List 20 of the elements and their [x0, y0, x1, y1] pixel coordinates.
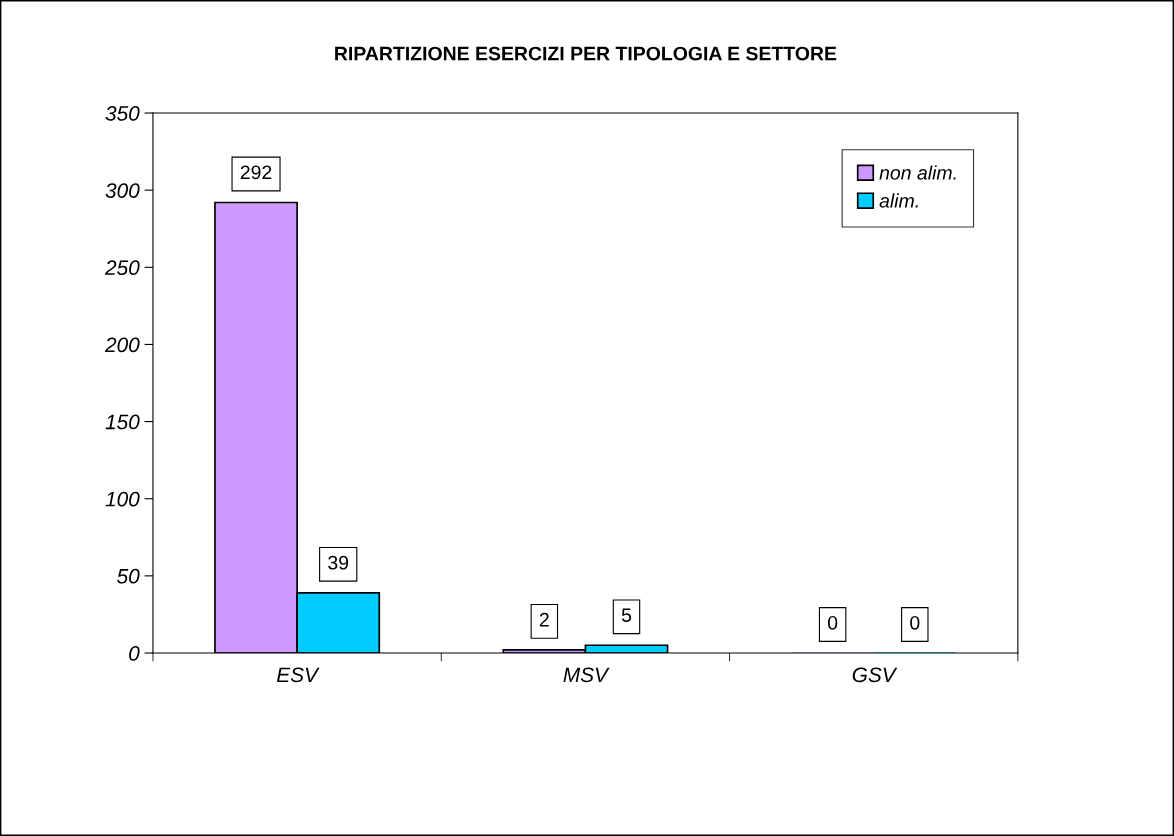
x-tick-label: MSV [563, 667, 610, 683]
data-label: 0 [827, 615, 838, 630]
y-tick-label: 300 [105, 183, 140, 198]
data-label: 0 [910, 615, 920, 630]
y-tick-label: 200 [104, 337, 140, 353]
y-tick-label: 100 [105, 491, 140, 507]
data-label: 2 [539, 612, 549, 627]
y-tick-label: 150 [105, 414, 140, 430]
data-label: 292 [240, 165, 272, 180]
y-tick-label: 0 [129, 646, 140, 661]
y-tick-label: 350 [105, 106, 140, 121]
data-label: 39 [328, 555, 349, 570]
legend-label: alim. [879, 193, 918, 208]
legend-label: non alim. [879, 165, 956, 180]
y-tick-label: 50 [117, 568, 140, 584]
y-tick-label: 250 [104, 260, 140, 276]
x-tick-label: GSV [852, 667, 898, 683]
x-tick-label: ESV [276, 667, 320, 683]
chart-title: RIPARTIZIONE ESERCIZI PER TIPOLOGIA E SETTORE [335, 46, 837, 61]
data-label: 5 [621, 608, 632, 622]
